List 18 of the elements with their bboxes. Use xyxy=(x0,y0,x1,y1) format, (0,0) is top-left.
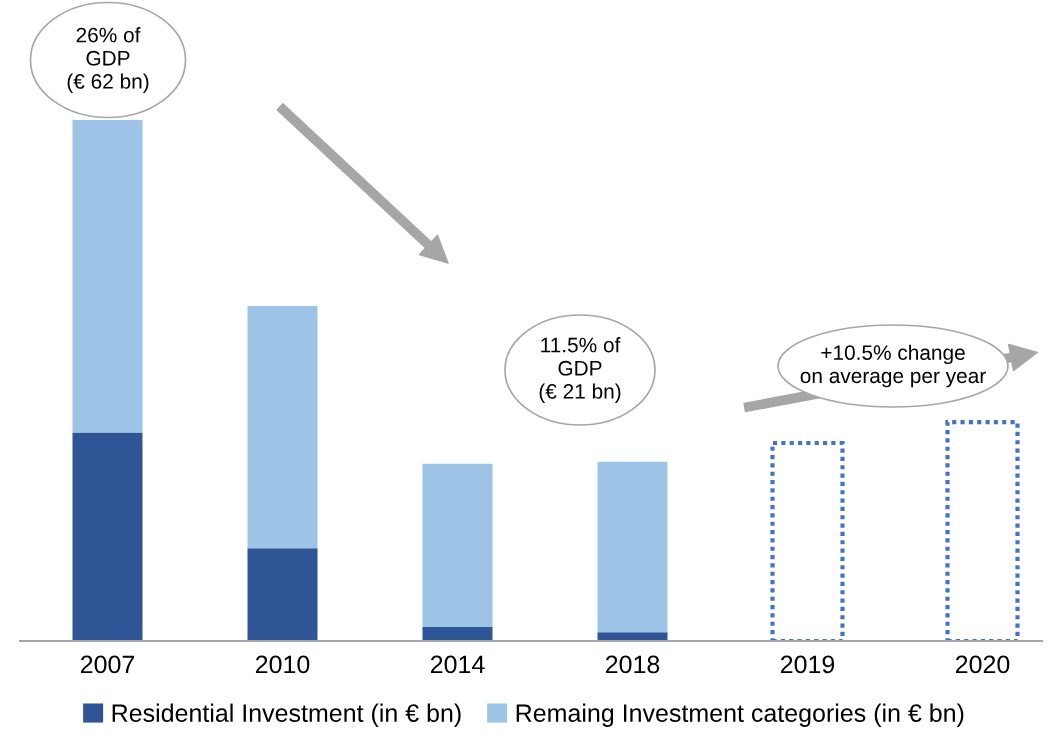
annotation: 11.5% of GDP (€ 21 bn) xyxy=(539,337,621,403)
bar xyxy=(422,626,493,641)
bar xyxy=(597,632,668,641)
legend-label: Residential Investment (in € bn) xyxy=(112,703,461,727)
bar xyxy=(422,463,493,627)
x-tick-label: 2010 xyxy=(255,655,310,674)
x-tick-label: 2020 xyxy=(955,655,1010,674)
text: 26% of GDP (€ 62 bn) xyxy=(67,27,149,93)
x-tick-label: 2018 xyxy=(605,655,660,674)
bar xyxy=(597,461,668,633)
x-tick-label: 2019 xyxy=(780,655,835,674)
x-tick-label: 2007 xyxy=(80,655,135,674)
x-tick-label: 2014 xyxy=(430,655,485,674)
bar xyxy=(247,548,318,641)
bar xyxy=(72,432,143,641)
bar xyxy=(247,306,318,549)
legend-label: Remaing Investment categories (in € bn) xyxy=(516,703,964,727)
annotation: +10.5% change on average per year xyxy=(800,344,986,388)
